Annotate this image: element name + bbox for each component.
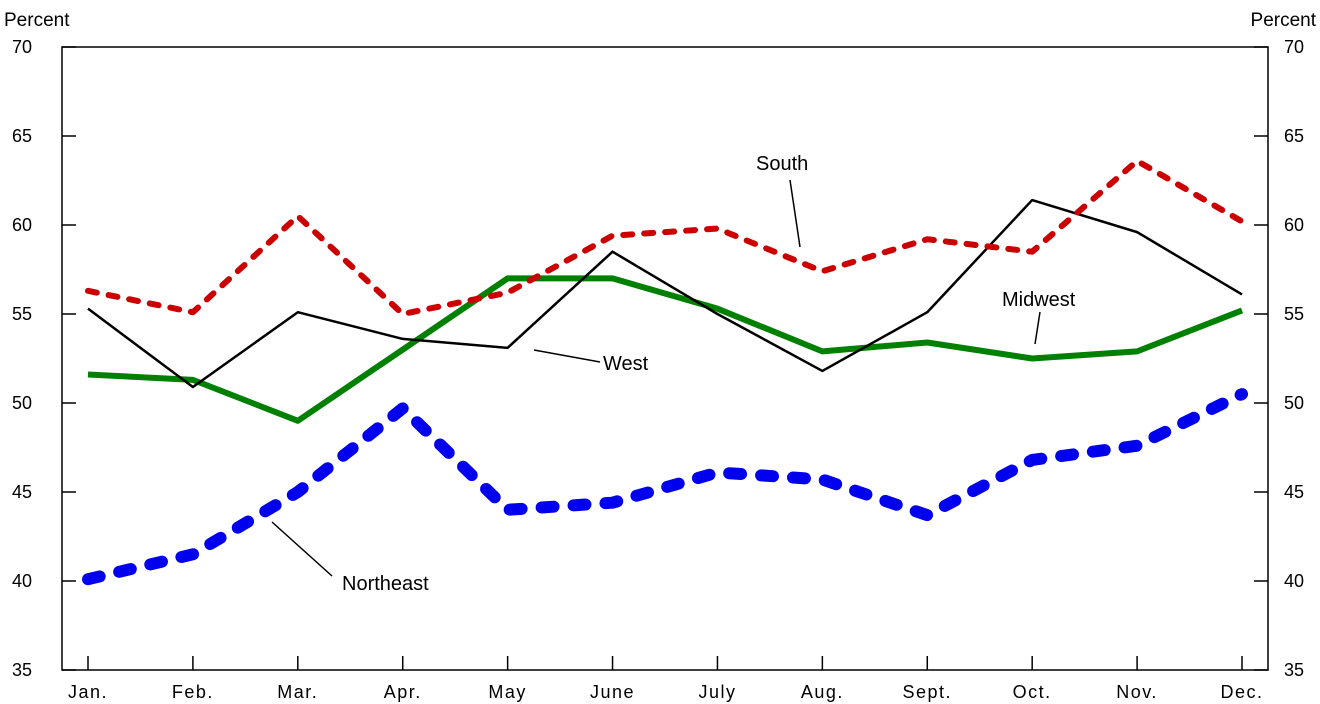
right-y-tick-label: 65 bbox=[1284, 126, 1304, 146]
northeast-label: Northeast bbox=[342, 573, 429, 595]
x-tick-label: May bbox=[488, 682, 527, 702]
series-south-line bbox=[85, 157, 1245, 317]
midwest-label: Midwest bbox=[1002, 289, 1076, 311]
series-midwest-line bbox=[87, 275, 1244, 424]
south-label: South bbox=[756, 153, 808, 175]
right-y-tick-label: 45 bbox=[1284, 482, 1304, 502]
west-leader-line bbox=[533, 349, 601, 363]
right-y-tick-label: 35 bbox=[1284, 660, 1304, 680]
x-tick-label: Nov. bbox=[1116, 682, 1158, 702]
right-y-tick-label: 70 bbox=[1284, 37, 1304, 57]
x-tick-label: Sept. bbox=[903, 682, 953, 702]
x-tick-label: July bbox=[698, 682, 736, 702]
south-leader-line bbox=[789, 179, 801, 248]
left-y-axis: 35 40 45 50 55 60 65 70 bbox=[12, 37, 76, 680]
left-y-tick-label: 65 bbox=[12, 126, 32, 146]
left-axis-unit: Percent bbox=[4, 10, 70, 31]
midwest-leader-line bbox=[1034, 311, 1041, 345]
left-y-tick-label: 50 bbox=[12, 393, 32, 413]
right-y-tick-label: 60 bbox=[1284, 215, 1304, 235]
x-tick-label: Apr. bbox=[384, 682, 422, 702]
right-axis-unit: Percent bbox=[1251, 10, 1317, 31]
x-axis: Jan. Feb. Mar. Apr. May June July Aug. Sept. Oct.… bbox=[68, 656, 1263, 702]
x-tick-label: Mar. bbox=[277, 682, 318, 702]
plot-frame bbox=[61, 46, 1269, 671]
left-y-tick-label: 40 bbox=[12, 571, 32, 591]
series-west-line bbox=[87, 198, 1243, 389]
left-y-tick-label: 45 bbox=[12, 482, 32, 502]
x-tick-label: Oct. bbox=[1013, 682, 1052, 702]
x-tick-label: Feb. bbox=[172, 682, 214, 702]
annotation-layer: South West Midwest Northeast bbox=[271, 153, 1076, 595]
series-layer bbox=[82, 157, 1248, 586]
right-y-tick-label: 50 bbox=[1284, 393, 1304, 413]
northeast-leader-line bbox=[271, 521, 333, 577]
x-tick-label: Dec. bbox=[1220, 682, 1263, 702]
left-y-tick-label: 35 bbox=[12, 660, 32, 680]
x-tick-label: Aug. bbox=[801, 682, 844, 702]
series-northeast-line bbox=[82, 388, 1248, 586]
right-y-axis: 35 40 45 50 55 60 65 70 bbox=[1254, 37, 1304, 680]
left-y-tick-label: 70 bbox=[12, 37, 32, 57]
west-label: West bbox=[603, 353, 649, 375]
x-tick-label: Jan. bbox=[68, 682, 108, 702]
left-y-tick-label: 55 bbox=[12, 304, 32, 324]
left-y-tick-label: 60 bbox=[12, 215, 32, 235]
right-y-tick-label: 40 bbox=[1284, 571, 1304, 591]
right-y-tick-label: 55 bbox=[1284, 304, 1304, 324]
x-tick-label: June bbox=[590, 682, 635, 702]
